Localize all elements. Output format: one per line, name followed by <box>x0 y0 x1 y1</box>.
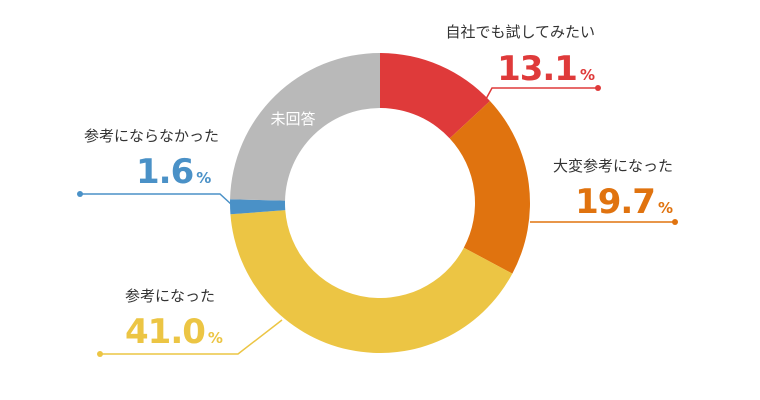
leader-dot-taihen <box>672 219 678 225</box>
slice-label-sankou: 参考になった <box>125 287 215 305</box>
leader-dot-sankou <box>97 351 103 357</box>
slice-value-number-taihen: 19.7 <box>575 182 655 222</box>
slice-label-taihen: 大変参考になった <box>553 157 673 175</box>
leader-line-sankou <box>101 319 283 355</box>
leader-dot-naranakatta <box>77 191 83 197</box>
slice-value-taihen: 19.7% <box>575 182 673 222</box>
slice-value-unit-jisha: % <box>580 66 595 84</box>
slice-value-number-jisha: 13.1 <box>497 49 577 89</box>
slice-label-naranakatta: 参考にならなかった <box>84 127 219 145</box>
leader-line-naranakatta <box>81 193 233 206</box>
slice-label-jisha: 自社でも試してみたい <box>445 23 595 41</box>
donut-slice-naranakatta <box>230 199 286 215</box>
slice-value-jisha: 13.1% <box>497 49 595 89</box>
donut-slice-mikaitou <box>230 53 380 201</box>
slice-value-unit-taihen: % <box>658 199 673 217</box>
leader-line-jisha <box>485 87 597 100</box>
donut-slice-taihen <box>449 101 530 274</box>
donut-slice-jisha <box>380 53 490 139</box>
slice-value-naranakatta: 1.6% <box>136 152 211 192</box>
slice-label-mikaitou: 未回答 <box>270 110 315 128</box>
donut-slice-sankou <box>230 210 513 354</box>
leader-dot-jisha <box>595 85 601 91</box>
slice-value-number-naranakatta: 1.6 <box>136 152 193 192</box>
leader-lines <box>77 85 678 357</box>
slice-value-sankou: 41.0% <box>125 312 223 352</box>
slice-value-unit-naranakatta: % <box>196 169 211 187</box>
slice-value-number-sankou: 41.0 <box>125 312 205 352</box>
slice-value-unit-sankou: % <box>208 329 223 347</box>
donut-slices <box>230 53 530 354</box>
